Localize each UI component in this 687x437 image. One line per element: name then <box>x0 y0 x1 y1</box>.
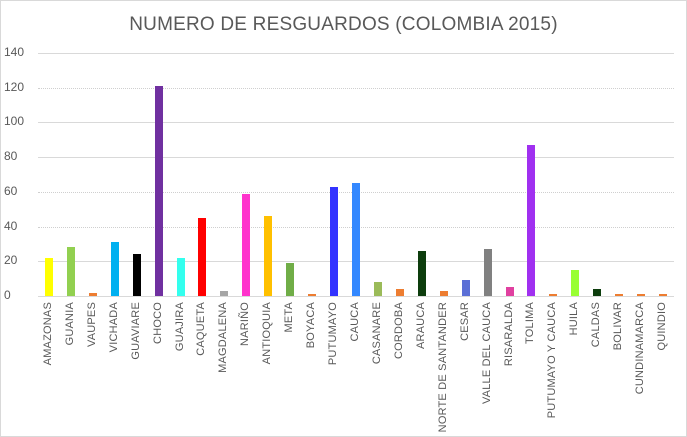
x-tick-label: NORTE DE SANTANDER <box>437 302 449 433</box>
bar-cordoba <box>396 289 404 296</box>
bar-caldas <box>593 289 601 296</box>
bar-vaupes <box>89 293 97 296</box>
y-tick-label: 20 <box>4 253 18 267</box>
chart-title: NUMERO DE RESGUARDOS (COLOMBIA 2015) <box>129 14 558 35</box>
x-tick-label: VAUPES <box>86 302 98 348</box>
bar-valle-del-cauca <box>484 249 492 296</box>
x-tick-label: CALDAS <box>590 302 602 348</box>
x-tick-label: ARAUCA <box>415 302 427 350</box>
y-tick-label: 40 <box>4 219 18 233</box>
y-tick-label: 80 <box>4 149 18 163</box>
gridline <box>38 157 674 158</box>
x-tick-label: TOLIMA <box>524 302 536 344</box>
bar-boyaca <box>308 294 316 296</box>
bar-huila <box>571 270 579 296</box>
bar-antioquia <box>264 216 272 296</box>
x-tick-label: VICHADA <box>108 302 120 353</box>
bar-amazonas <box>45 258 53 296</box>
bar-guaviare <box>133 254 141 296</box>
bar-putumayo <box>330 187 338 296</box>
y-tick-label: 0 <box>4 288 11 302</box>
x-tick-label: CASANARE <box>371 302 383 365</box>
x-tick-label: CESAR <box>459 302 471 341</box>
x-tick-label: CORDOBA <box>393 302 405 360</box>
bar-risaralda <box>506 287 514 296</box>
gridline <box>38 53 674 54</box>
x-tick-label: CAUCA <box>349 302 361 342</box>
x-tick-label: VALLE DEL CAUCA <box>481 302 493 405</box>
x-tick-label: GUAVIARE <box>130 302 142 360</box>
y-tick-label: 100 <box>4 114 25 128</box>
bar-bolivar <box>615 294 623 296</box>
x-tick-label: CHOCO <box>152 302 164 344</box>
x-tick-label: GUAJIRA <box>174 302 186 352</box>
bar-guajira <box>177 258 185 296</box>
bar-cesar <box>462 280 470 296</box>
x-tick-label: BOYACA <box>305 302 317 349</box>
bar-arauca <box>418 251 426 296</box>
x-tick-label: PUTUMAYO Y CAUCA <box>546 302 558 419</box>
x-tick-label: ANTIOQUIA <box>261 302 273 365</box>
bar-quindio <box>659 294 667 296</box>
x-tick-label: META <box>283 302 295 333</box>
x-tick-label: MAGDALENA <box>217 302 229 373</box>
bar-choco <box>155 86 163 296</box>
bar-cauca <box>352 183 360 296</box>
x-tick-label: AMAZONAS <box>42 302 54 366</box>
bar-cundinamarca <box>637 294 645 296</box>
y-tick-label: 60 <box>4 184 18 198</box>
x-tick-label: RISARALDA <box>503 302 515 367</box>
x-tick-label: GUANIA <box>64 302 76 346</box>
x-tick-label: CAQUETA <box>195 302 207 356</box>
bar-tolima <box>527 145 535 296</box>
bar-caqueta <box>198 218 206 296</box>
gridline <box>38 122 674 123</box>
bar-vichada <box>111 242 119 296</box>
x-tick-label: QUINDIO <box>656 302 668 351</box>
bar-magdalena <box>220 291 228 296</box>
x-tick-label: HUILA <box>568 302 580 336</box>
x-tick-label: NARIÑO <box>239 302 251 346</box>
x-tick-label: CUNDINAMARCA <box>634 302 646 395</box>
x-axis-line <box>38 296 674 297</box>
bar-norte-de-santander <box>440 291 448 296</box>
x-tick-label: PUTUMAYO <box>327 302 339 366</box>
bar-putumayo-y-cauca <box>549 294 557 296</box>
bar-guania <box>67 247 75 296</box>
bar-casanare <box>374 282 382 296</box>
x-tick-label: BOLIVAR <box>612 302 624 351</box>
bar-nariño <box>242 194 250 296</box>
y-tick-label: 140 <box>4 45 25 59</box>
y-tick-label: 120 <box>4 80 25 94</box>
gridline <box>38 88 674 89</box>
bar-meta <box>286 263 294 296</box>
